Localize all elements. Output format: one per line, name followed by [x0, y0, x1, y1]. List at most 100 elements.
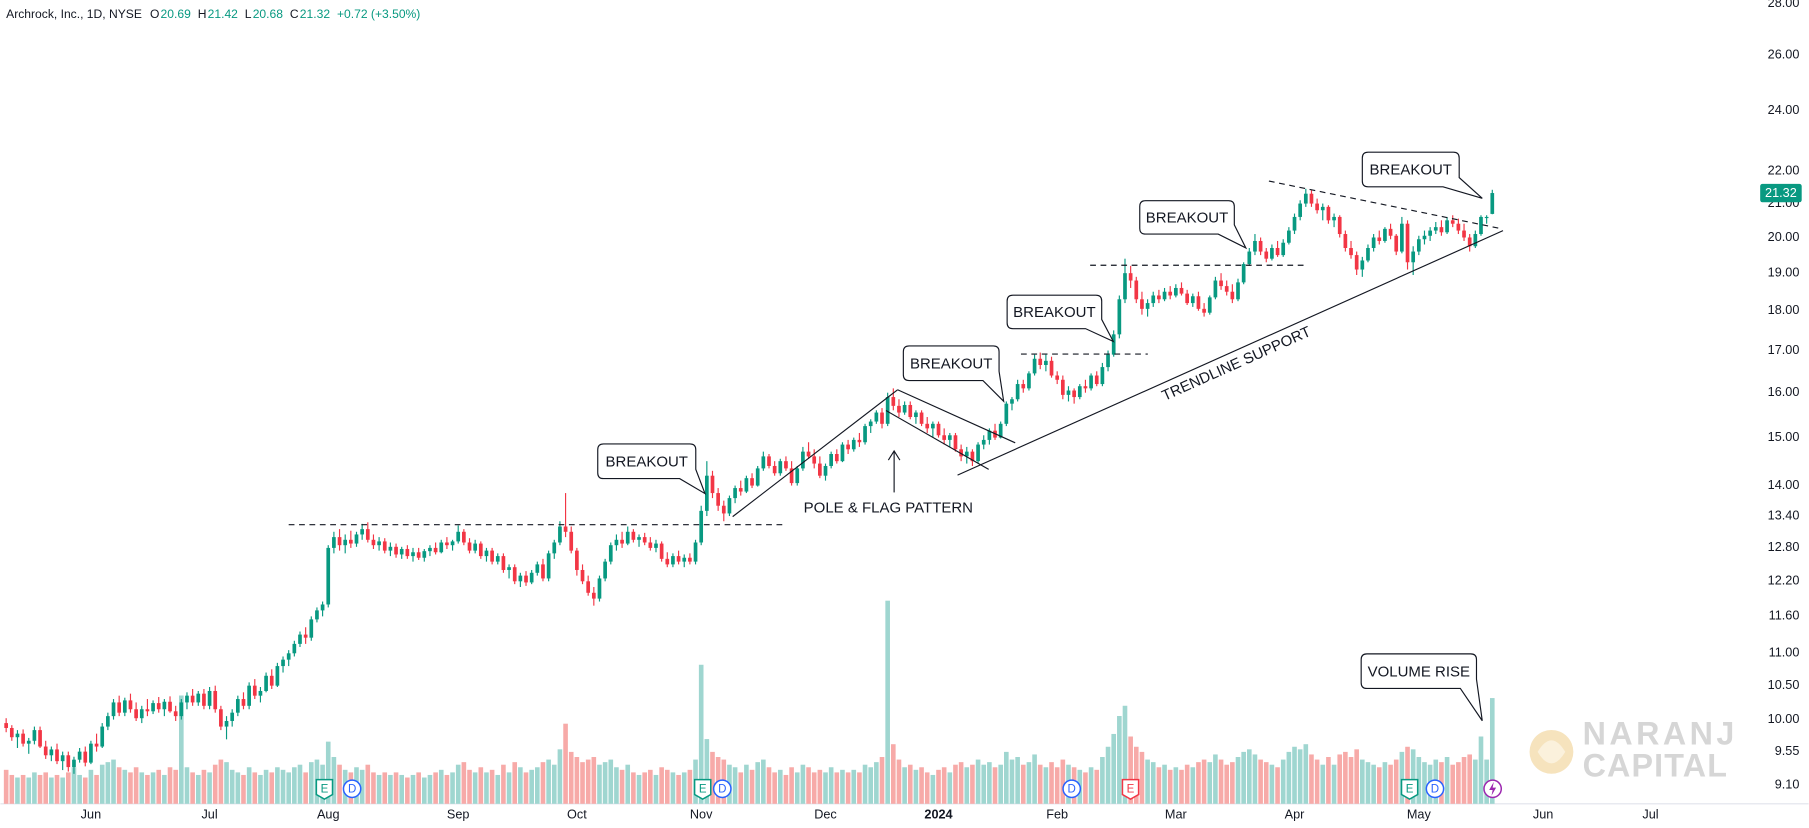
x-tick-label: Aug: [317, 808, 340, 822]
volume-bar: [664, 769, 670, 804]
candle-body: [1309, 193, 1314, 204]
candle-body: [919, 412, 924, 424]
volume-bar: [1365, 762, 1371, 804]
candle-body: [219, 709, 223, 727]
volume-bar: [930, 774, 936, 804]
candle-body: [1179, 287, 1184, 294]
candle-body: [128, 700, 133, 710]
candle-body: [1383, 228, 1387, 241]
volume-bar: [1184, 764, 1190, 804]
candle-body: [801, 451, 805, 469]
volume-bar: [1122, 705, 1128, 804]
candle-body: [953, 435, 958, 450]
watermark: NARANJ CAPITAL: [1529, 715, 1734, 784]
volume-bar: [382, 772, 388, 804]
candle-body: [1287, 230, 1291, 243]
candle-body: [462, 531, 466, 543]
candle-body: [784, 461, 788, 469]
candle-body: [269, 675, 274, 686]
candle-body: [1055, 375, 1060, 380]
candle-body: [230, 712, 235, 721]
volume-bar: [66, 772, 71, 804]
candle-body: [100, 726, 105, 747]
candle-body: [716, 493, 720, 506]
candle-body: [970, 451, 975, 462]
candle-body: [365, 529, 370, 540]
candle-body: [823, 465, 828, 476]
candle-body: [1450, 220, 1455, 224]
volume-bar: [551, 764, 557, 804]
volume-bar: [891, 744, 896, 804]
x-tick-label: Jul: [1642, 808, 1658, 822]
candle-body: [235, 699, 240, 713]
volume-pane: [3, 600, 1495, 804]
volume-bar: [1015, 757, 1020, 804]
volume-bar: [540, 762, 546, 804]
volume-bar: [1275, 767, 1280, 804]
candle-body: [1349, 248, 1353, 256]
volume-bar: [868, 767, 874, 804]
volume-bar: [602, 762, 608, 804]
candle-body: [1315, 203, 1319, 211]
candle-body: [575, 550, 579, 570]
volume-bar: [71, 767, 77, 804]
candle-body: [286, 653, 291, 660]
candle-body: [925, 423, 930, 429]
y-tick-label: 10.00: [1768, 712, 1800, 726]
candle-body: [179, 702, 184, 717]
candle-body: [529, 572, 534, 583]
volume-bar: [275, 767, 280, 804]
candle-body: [26, 740, 31, 744]
dividend-icon: [1062, 779, 1082, 799]
y-tick-label: 28.00: [1768, 0, 1800, 10]
volume-bar: [1167, 769, 1173, 804]
earnings-icon: [1400, 778, 1419, 801]
candle-body: [1303, 193, 1308, 204]
candle-body: [688, 557, 692, 562]
event-label: E: [321, 783, 329, 795]
candle-body: [292, 643, 297, 654]
volume-bar: [749, 769, 755, 804]
candle-body: [247, 685, 251, 706]
volume-bar: [546, 759, 551, 804]
volume-bar: [99, 764, 105, 804]
candle-body: [111, 702, 116, 717]
candle-body: [484, 550, 489, 557]
volume-bar: [1489, 698, 1495, 804]
candle-body: [1151, 295, 1156, 304]
candle-body: [1066, 390, 1071, 395]
pattern-label: POLE & FLAG PATTERN: [804, 500, 973, 517]
volume-bar: [1156, 767, 1162, 804]
candle-body: [1264, 251, 1269, 259]
candle-body: [1439, 227, 1444, 233]
candle-body: [637, 537, 641, 540]
callout-box: [1006, 294, 1115, 343]
candle-body: [1445, 220, 1449, 233]
volume-bar: [1252, 754, 1258, 804]
candle-body: [546, 553, 551, 579]
volume-bar: [687, 769, 693, 804]
candle-body: [162, 701, 167, 710]
volume-bar: [506, 772, 512, 804]
volume-bar: [1331, 764, 1337, 804]
volume-bar: [461, 762, 467, 804]
volume-bar: [1348, 757, 1354, 804]
candle-body: [134, 709, 138, 719]
volume-bar: [3, 769, 9, 804]
candle-body: [1416, 239, 1421, 252]
candle-body: [473, 543, 478, 551]
volume-bar: [1376, 767, 1382, 804]
volume-bar: [1280, 759, 1286, 804]
candle-body: [343, 539, 348, 546]
earnings-icon: [1121, 778, 1140, 801]
candle-body: [1185, 293, 1189, 304]
callout-box: [1139, 200, 1248, 250]
volume-bar: [280, 769, 286, 804]
volume-bar: [359, 769, 365, 804]
candle-body: [399, 548, 404, 555]
volume-bar: [156, 769, 162, 804]
volume-bar: [670, 772, 676, 804]
candle-body: [1044, 360, 1048, 366]
candle-body: [1060, 379, 1065, 395]
volume-bar: [1196, 762, 1201, 804]
